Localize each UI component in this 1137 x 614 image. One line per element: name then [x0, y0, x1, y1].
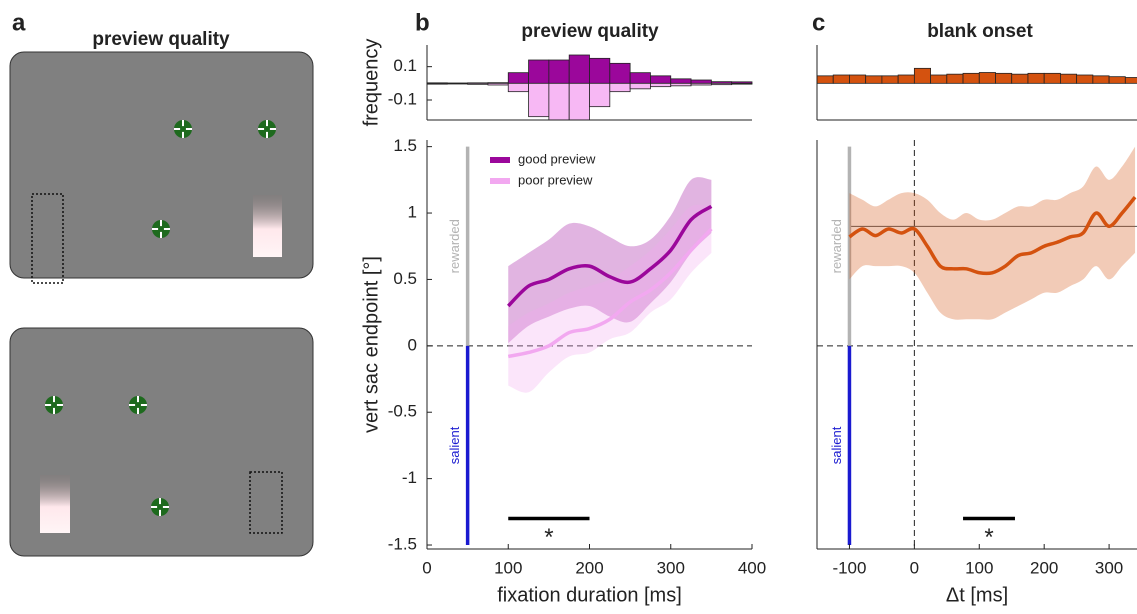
histogram-bar — [549, 60, 569, 83]
histogram-bar — [711, 83, 731, 84]
y-tick-label: 0.1 — [393, 56, 417, 75]
plot-area — [427, 55, 752, 120]
significance-label: * — [544, 524, 553, 551]
x-tick-label: 0 — [422, 558, 431, 577]
histogram-bar — [898, 75, 914, 83]
histogram-bar — [529, 60, 549, 83]
x-tick-label: 0 — [910, 558, 919, 577]
histogram-bar — [590, 58, 610, 83]
histogram-bar — [630, 83, 650, 89]
plot-area — [817, 68, 1137, 83]
y-axis-label: frequency — [360, 39, 382, 127]
histogram-bar — [691, 80, 711, 83]
y-tick-label: 1 — [408, 203, 417, 222]
panel-title: preview quality — [92, 29, 230, 50]
histogram-bar — [882, 76, 898, 84]
histogram-bar — [914, 68, 930, 83]
histogram-bar — [508, 83, 528, 91]
histogram-bar — [569, 55, 589, 83]
histogram-bar — [1044, 73, 1060, 83]
histogram-bar — [508, 73, 528, 84]
histogram-bar — [1060, 74, 1076, 83]
y-tick-label: 0.5 — [393, 269, 417, 288]
x-axis-label: fixation duration [ms] — [497, 584, 682, 606]
annotation-label: rewarded — [447, 219, 462, 273]
panel-label: b — [415, 9, 430, 36]
histogram-bar — [569, 83, 589, 120]
histogram-bar — [427, 83, 447, 84]
histogram-bar — [1125, 78, 1137, 84]
plot-area — [427, 147, 752, 545]
histogram-bar — [610, 63, 630, 83]
stimulus-screen — [10, 328, 313, 556]
histogram-bar — [732, 83, 752, 84]
chart-title: blank onset — [927, 21, 1033, 42]
confidence-band — [849, 147, 1135, 320]
histogram-bar — [671, 79, 691, 84]
y-tick-label: -1.5 — [388, 535, 417, 554]
x-tick-label: 400 — [738, 558, 766, 577]
plot-area — [817, 140, 1137, 549]
histogram-bar — [650, 76, 670, 84]
histogram-bar — [995, 73, 1011, 83]
annotation-label: rewarded — [829, 219, 844, 273]
histogram-bar — [529, 83, 549, 116]
histogram-bar — [630, 73, 650, 84]
x-tick-label: 300 — [657, 558, 685, 577]
x-tick-label: 200 — [575, 558, 603, 577]
y-tick-label: 1.5 — [393, 136, 417, 155]
histogram-bar — [1012, 74, 1028, 83]
histogram-bar — [947, 74, 963, 83]
stimulus-screen — [10, 52, 313, 283]
histogram-bar — [817, 76, 833, 84]
significance-label: * — [984, 524, 993, 551]
histogram-bar — [963, 73, 979, 83]
x-tick-label: 200 — [1030, 558, 1058, 577]
histogram-bar — [610, 83, 630, 91]
histogram-bar — [468, 83, 488, 84]
histogram-bar — [650, 83, 670, 86]
y-tick-label: -1 — [402, 468, 417, 487]
histogram-bar — [833, 75, 849, 83]
legend-label: good preview — [518, 151, 596, 166]
chart-title: preview quality — [521, 21, 659, 42]
panel-label: c — [812, 9, 825, 36]
histogram-bar — [447, 83, 467, 84]
annotation-label: salient — [447, 426, 462, 464]
histogram-bar — [979, 73, 995, 84]
y-tick-label: -0.1 — [388, 89, 417, 108]
annotation-label: salient — [829, 426, 844, 464]
histogram-bar — [1077, 75, 1093, 83]
x-tick-label: 100 — [965, 558, 993, 577]
histogram-bar — [691, 83, 711, 85]
histogram-bar — [590, 83, 610, 106]
histogram-bar — [1028, 73, 1044, 83]
histogram-bar — [849, 75, 865, 83]
x-tick-label: 300 — [1095, 558, 1123, 577]
histogram-bar — [866, 76, 882, 84]
y-tick-label: -0.5 — [388, 402, 417, 421]
y-tick-label: 0 — [408, 335, 417, 354]
histogram-bar — [1109, 77, 1125, 84]
histogram-bar — [488, 83, 508, 85]
histogram-bar — [671, 83, 691, 86]
legend-label: poor preview — [518, 172, 593, 187]
x-axis-label: Δt [ms] — [946, 584, 1008, 606]
y-axis-label: vert sac endpoint [°] — [360, 256, 382, 433]
histogram-bar — [1093, 76, 1109, 84]
x-tick-label: 100 — [494, 558, 522, 577]
x-tick-label: -100 — [832, 558, 866, 577]
histogram-bar — [549, 83, 569, 120]
histogram-bar — [931, 75, 947, 83]
panel-label: a — [12, 9, 26, 36]
